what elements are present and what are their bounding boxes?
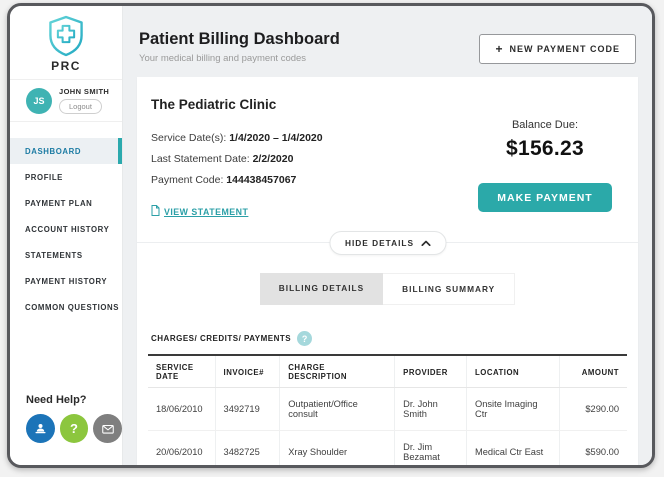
col-service-date: SERVICE DATE: [148, 355, 216, 388]
make-payment-button[interactable]: MAKE PAYMENT: [478, 183, 612, 212]
hide-details-label: HIDE DETAILS: [344, 238, 415, 248]
charges-section-title: CHARGES/ CREDITS/ PAYMENTS: [151, 334, 292, 343]
page-subtitle: Your medical billing and payment codes: [139, 53, 307, 64]
cell-amount: $590.00: [559, 430, 627, 465]
cell-service-date: 20/06/2010: [148, 430, 216, 465]
billing-card: The Pediatric Clinic Service Date(s): 1/…: [137, 77, 638, 465]
balance-box: Balance Due: $156.23 MAKE PAYMENT: [470, 119, 620, 212]
tab-billing-details[interactable]: BILLING DETAILS: [259, 273, 384, 305]
last-statement-line: Last Statement Date: 2/2/2020: [151, 153, 294, 165]
charges-table: SERVICE DATE INVOICE# CHARGE DESCRIPTION…: [148, 354, 627, 465]
balance-amount: $156.23: [505, 137, 584, 160]
support-agent-icon[interactable]: [26, 414, 55, 443]
cell-provider: Dr. Jim Bezamat: [394, 430, 467, 465]
question-icon[interactable]: ?: [59, 414, 89, 443]
need-help-title: Need Help?: [26, 394, 87, 406]
col-amount: AMOUNT: [559, 355, 627, 388]
balance-due-label: Balance Due:: [511, 119, 579, 131]
detail-lines: Service Date(s): 1/4/2020 – 1/4/2020 Las…: [151, 128, 624, 191]
col-location: LOCATION: [466, 355, 561, 388]
payment-code-line: Payment Code: 144438457067: [151, 174, 297, 186]
view-statement-link[interactable]: VIEW STATEMENT: [151, 205, 248, 218]
billing-tabs: BILLING DETAILS BILLING SUMMARY: [151, 273, 624, 305]
sidebar-item-account-history[interactable]: ACCOUNT HISTORY: [25, 224, 110, 234]
new-payment-code-button[interactable]: + NEW PAYMENT CODE: [479, 34, 636, 64]
sidebar-item-payment-plan[interactable]: PAYMENT PLAN: [25, 198, 93, 208]
service-dates-line: Service Date(s): 1/4/2020 – 1/4/2020: [151, 132, 323, 144]
sidebar-item-payment-history[interactable]: PAYMENT HISTORY: [25, 276, 108, 286]
hide-details-button[interactable]: HIDE DETAILS: [328, 231, 447, 255]
cell-charge-description: Xray Shoulder: [279, 430, 396, 465]
logo: PRC: [10, 6, 122, 80]
document-icon: [151, 205, 160, 218]
app-window: PRC JS JOHN SMITH Logout DASHBOARD PROFI…: [7, 3, 655, 468]
cell-amount: $290.00: [559, 387, 627, 431]
page-title: Patient Billing Dashboard: [139, 30, 340, 48]
details-divider: HIDE DETAILS: [137, 231, 638, 255]
user-row: JS JOHN SMITH Logout: [10, 80, 122, 122]
sidebar: PRC JS JOHN SMITH Logout DASHBOARD PROFI…: [10, 6, 123, 465]
col-charge-description: CHARGE DESCRIPTION: [279, 355, 396, 388]
mail-icon[interactable]: [93, 414, 123, 443]
col-invoice: INVOICE#: [215, 355, 281, 388]
view-statement-label: VIEW STATEMENT: [164, 206, 249, 217]
cell-invoice: 3482725: [215, 430, 281, 465]
table-row: 18/06/2010 3492719 Outpatient/Office con…: [148, 387, 627, 431]
chevron-up-icon: [420, 238, 431, 248]
table-row: 20/06/2010 3482725 Xray Shoulder Dr. Jim…: [148, 430, 627, 465]
main-area: Patient Billing Dashboard Your medical b…: [123, 6, 652, 465]
col-provider: PROVIDER: [394, 355, 467, 388]
clinic-name: The Pediatric Clinic: [151, 97, 277, 112]
shield-cross-icon: [10, 15, 122, 57]
need-help-section: Need Help? ?: [10, 394, 123, 465]
cell-charge-description: Outpatient/Office consult: [279, 387, 396, 431]
cell-provider: Dr. John Smith: [394, 387, 467, 431]
sidebar-item-statements[interactable]: STATEMENTS: [25, 250, 83, 260]
cell-invoice: 3492719: [215, 387, 281, 431]
avatar: JS: [26, 87, 52, 114]
logout-button[interactable]: Logout: [59, 99, 102, 114]
cell-location: Onsite Imaging Ctr: [466, 387, 561, 431]
plus-icon: +: [495, 42, 504, 56]
cell-service-date: 18/06/2010: [148, 387, 216, 431]
table-header-row: SERVICE DATE INVOICE# CHARGE DESCRIPTION…: [148, 355, 627, 388]
sidebar-item-dashboard[interactable]: DASHBOARD: [10, 138, 122, 164]
sidebar-item-common-questions[interactable]: COMMON QUESTIONS: [25, 302, 120, 312]
sidebar-item-profile[interactable]: PROFILE: [25, 172, 63, 182]
cell-location: Medical Ctr East: [466, 430, 561, 465]
new-payment-code-label: NEW PAYMENT CODE: [509, 44, 620, 54]
main-header: Patient Billing Dashboard Your medical b…: [123, 6, 652, 74]
tab-billing-summary[interactable]: BILLING SUMMARY: [383, 273, 516, 305]
sidebar-nav: DASHBOARD PROFILE PAYMENT PLAN ACCOUNT H…: [10, 138, 122, 320]
help-bubble-icon[interactable]: ?: [297, 331, 313, 346]
user-name: JOHN SMITH: [59, 87, 110, 96]
logo-text: PRC: [51, 59, 81, 73]
charges-section-header: CHARGES/ CREDITS/ PAYMENTS ?: [151, 331, 624, 346]
